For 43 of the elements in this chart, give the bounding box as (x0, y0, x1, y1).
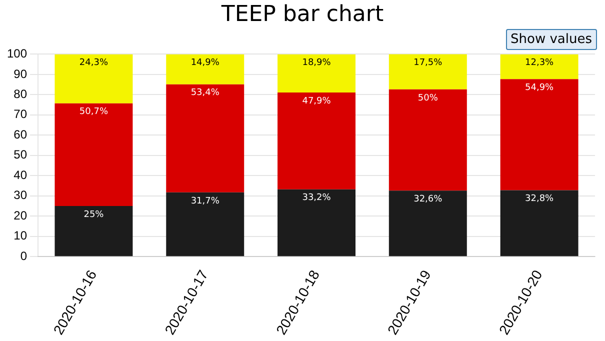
y-tick-label: 90 (14, 66, 28, 81)
y-tick-label: 70 (14, 107, 28, 122)
y-tick-label: 40 (14, 168, 28, 182)
data-label: 33,2% (302, 193, 332, 204)
y-tick-label: 100 (6, 46, 28, 61)
data-label: 25% (84, 210, 104, 220)
bar (500, 54, 578, 80)
bar (54, 103, 133, 206)
bar (278, 92, 356, 190)
data-label: 32,8% (525, 194, 554, 204)
y-tick-label: 30 (14, 188, 28, 202)
data-label: 32,6% (414, 194, 443, 204)
data-label: 50,7% (79, 107, 108, 118)
data-label: 17,5% (414, 58, 443, 68)
bar (166, 54, 244, 84)
text: Show values (506, 29, 597, 50)
y-tick-label: 20 (14, 208, 28, 222)
bar (54, 54, 133, 104)
bar (500, 79, 578, 190)
bar (388, 89, 467, 191)
data-label: 12,3% (525, 58, 554, 68)
y-tick-label: 0 (20, 248, 28, 263)
data-label: 50% (418, 93, 438, 104)
y-tick-label: 10 (14, 228, 28, 243)
data-label: 47,9% (302, 96, 332, 106)
bar (54, 206, 133, 256)
data-label: 14,9% (190, 58, 220, 68)
bar (388, 190, 467, 256)
y-tick-label: 60 (14, 127, 28, 142)
bar (278, 54, 356, 92)
y-tick-label: 50 (14, 148, 28, 162)
data-label: 31,7% (190, 196, 220, 206)
bar (500, 190, 578, 256)
data-label: 18,9% (302, 58, 332, 68)
y-tick-label: 80 (14, 86, 28, 101)
bar (166, 192, 244, 256)
bar (388, 54, 467, 90)
data-label: 54,9% (525, 82, 554, 93)
data-label: 24,3% (79, 58, 108, 68)
bar (166, 84, 244, 192)
bar (278, 189, 356, 256)
data-label: 53,4% (190, 88, 220, 98)
chart-title: TEEP bar chart (220, 2, 385, 27)
